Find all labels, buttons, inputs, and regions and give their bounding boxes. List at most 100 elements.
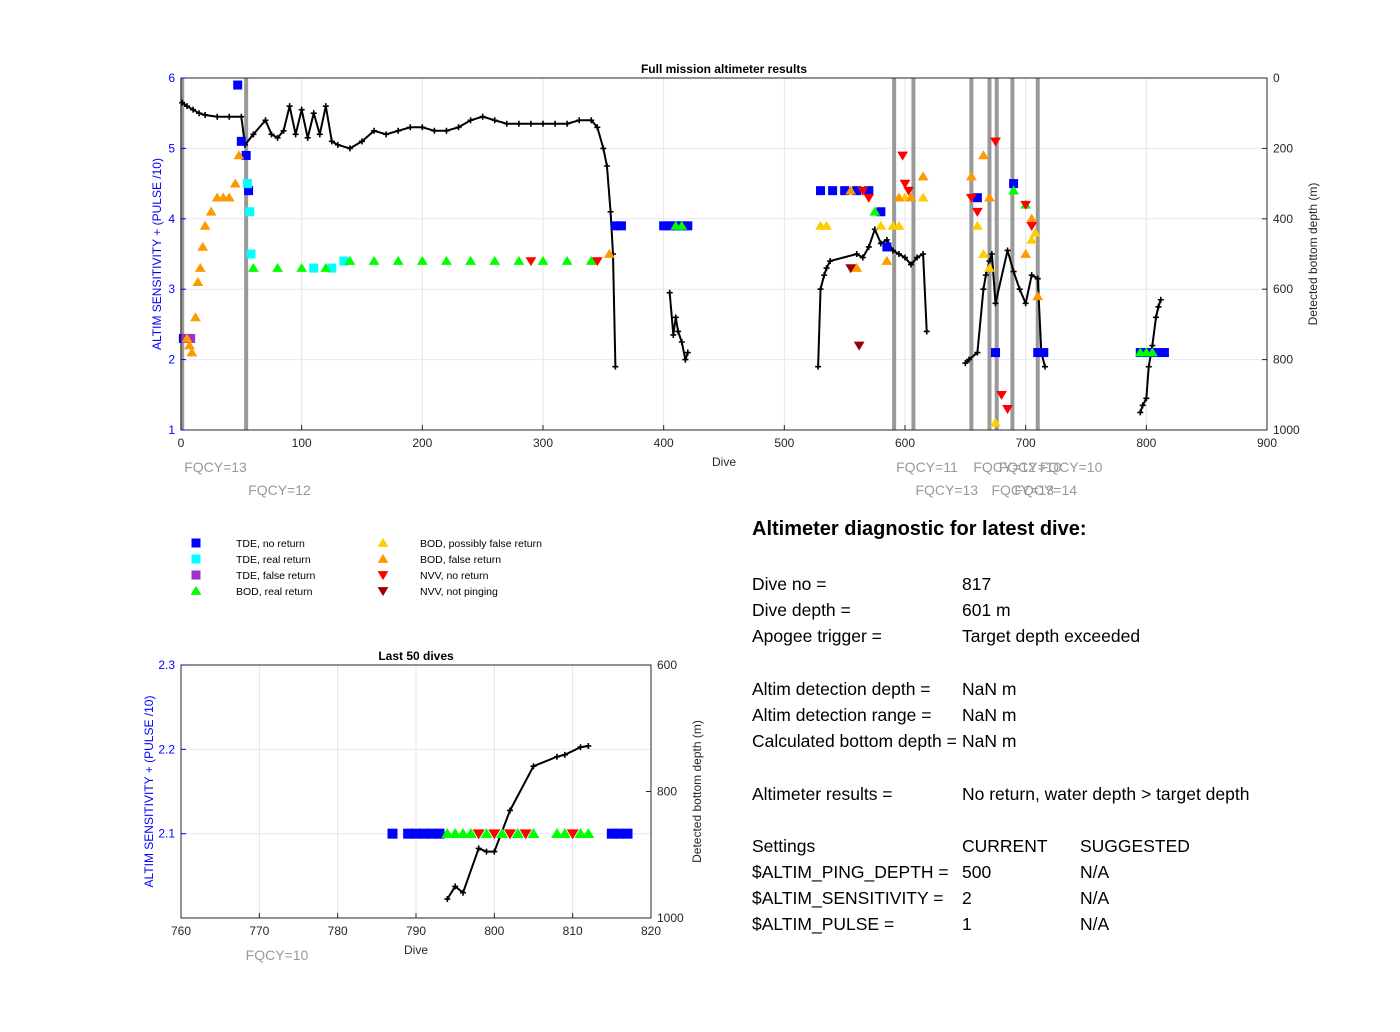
fqcy-label: FQCY=13 [184,459,247,475]
depth-trace-point [594,124,601,131]
bod-false-return-marker [917,171,929,181]
y-tick-label: 4 [168,212,175,226]
bod-real-return-marker [489,255,501,265]
altim-detection-depth-value: NaN m [962,678,1017,699]
depth-trace-point [179,99,186,106]
pulse-suggested: N/A [1080,914,1110,935]
tde-no-return-marker [426,828,437,839]
row-ping-depth: $ALTIM_PING_DEPTH = 500 N/A [752,859,1372,885]
bod-false-return-marker [194,262,206,272]
bod-real-return-marker [465,255,476,265]
bod-false-return-marker [190,312,201,322]
tde-no-return-marker [852,186,862,196]
depth-trace-point [467,117,474,124]
bod-real-return-marker [558,827,571,838]
fqcy-label: FQCY=10 [1040,459,1103,475]
depth-trace-point [530,763,537,770]
y2-axis-label: Detected bottom depth (m) [690,720,704,863]
bod-possibly-false-marker [978,248,989,258]
tde-no-return-marker [659,221,669,231]
sensitivity-label: $ALTIM_SENSITIVITY = [752,888,944,909]
settings-label: Settings [752,835,816,856]
x-tick-label: 100 [292,436,312,450]
y-tick-label: 1 [168,423,175,437]
bod-real-return-marker [457,827,469,838]
dive-depth-label: Dive depth = [752,600,851,621]
bod-real-return-marker [272,262,283,272]
x-tick-label: 800 [1136,436,1156,450]
nvv-no-return-marker [504,829,516,840]
nvv-no-return-marker [903,186,915,196]
y2-tick-label: 1000 [657,911,684,925]
bod-real-return-marker [676,220,688,230]
x-tick-label: 0 [178,436,185,450]
fqcy-label: FQCY=13 [991,482,1054,498]
bod-possibly-false-marker [972,220,983,230]
chart-title: Full mission altimeter results [641,62,807,76]
tde-no-return-marker [616,221,626,231]
bod-possibly-false-marker [990,417,1001,427]
depth-trace-point [1022,300,1029,307]
altim-detection-range-label: Altim detection range = [752,704,932,725]
nvv-no-return-marker [1026,221,1038,231]
bod-false-return-marker [233,150,245,160]
fqcy-label: FQCY=11 [896,459,958,475]
tde-no-return-marker [233,80,243,90]
bod-real-return-marker [392,255,404,265]
depth-trace-point [821,272,828,279]
depth-trace-point [292,131,299,138]
depth-trace-line [964,250,1046,367]
depth-trace-point [1028,272,1035,279]
depth-trace-point [684,349,691,356]
current-header: CURRENT [962,835,1048,856]
bod-real-return-marker [368,255,380,265]
nvv-no-return-marker [990,137,1001,147]
fqcy-label: FQCY=12 [973,459,1036,475]
bod-possibly-false-marker [893,220,905,230]
y2-tick-label: 600 [1273,282,1293,296]
depth-trace-point [1143,395,1150,402]
depth-trace-point [1010,268,1017,275]
dive-no-label: Dive no = [752,574,827,594]
fqcy-label: FQCY=12 [248,482,311,498]
nvv-no-return-marker [965,193,977,203]
bod-false-return-marker [965,171,977,181]
depth-trace-point [577,744,584,751]
depth-trace-point [585,742,592,749]
bod-real-return-marker [248,262,259,272]
x-axis-label: Dive [404,943,428,957]
bod-false-return-marker [192,277,204,287]
row-apogee: Apogee trigger = Target depth exceeded [752,623,1372,649]
nvv-not-pinging-marker [845,264,857,274]
nvv-no-return-marker [525,257,537,267]
depth-trace-point [823,265,830,272]
depth-trace-point [346,145,353,152]
row-dive-depth: Dive depth = 601 m [752,597,1372,623]
bod-false-return-marker [978,150,989,160]
legend-marker-bod-real-return [190,585,202,595]
depth-trace-point [853,251,860,257]
legend-marker-tde-real-return [191,554,201,564]
depth-trace-point [310,110,317,117]
calculated-bottom-depth-label: Calculated bottom depth = [752,731,957,752]
x-tick-label: 780 [328,924,348,938]
tde-no-return-marker [622,828,633,839]
depth-trace-point [666,289,673,296]
depth-trace-point [483,848,490,855]
tde-false-return-marker [186,333,196,343]
tde-no-return-marker [1009,179,1019,189]
tde-no-return-marker [241,150,251,160]
depth-trace-point [902,254,908,261]
depth-trace-point [196,110,203,117]
depth-trace-point [460,889,466,896]
depth-trace-point [316,131,323,138]
tde-no-return-marker [434,828,445,839]
depth-trace-point [603,163,610,169]
tde-no-return-marker [1153,348,1163,358]
row-sensitivity: $ALTIM_SENSITIVITY = 2 N/A [752,885,1372,911]
y2-tick-label: 800 [1273,353,1293,367]
depth-trace-point [226,113,233,120]
bod-false-return-marker [984,192,995,202]
nvv-no-return-marker [1002,405,1013,415]
depth-trace-point [670,331,677,338]
